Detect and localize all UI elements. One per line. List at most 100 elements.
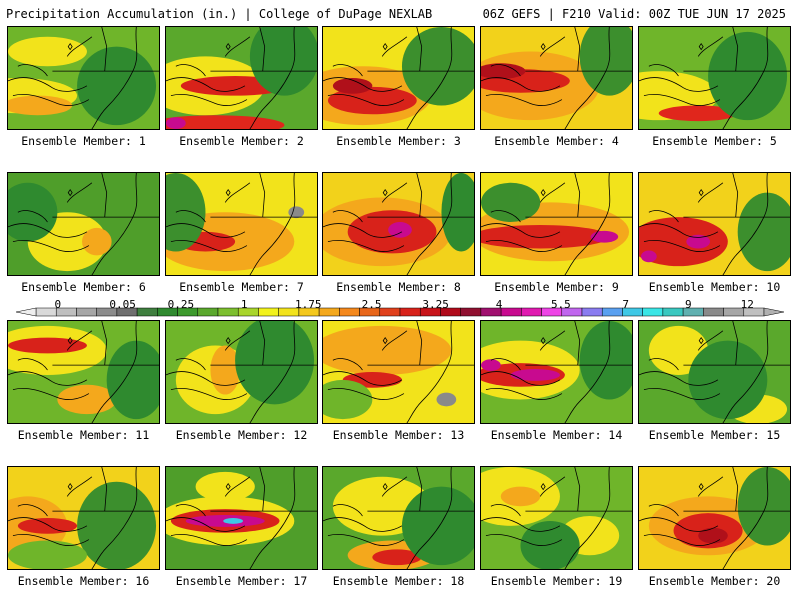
precip-contour	[327, 86, 417, 115]
colorbar-segment	[601, 307, 623, 317]
precip-contour	[106, 340, 159, 420]
map-outline	[17, 358, 48, 371]
map-outline	[101, 173, 108, 218]
map-outline	[539, 330, 566, 351]
map-outline	[732, 27, 739, 72]
colorbar-tick-label: 0	[54, 298, 62, 311]
map-outline	[490, 358, 521, 371]
precip-contour	[77, 481, 157, 569]
map-outline	[564, 321, 611, 423]
precip-map	[323, 27, 474, 129]
precip-contour	[388, 222, 412, 238]
precip-map	[639, 321, 790, 423]
map-outline	[170, 388, 248, 400]
map-outline	[732, 173, 739, 218]
precip-contour	[82, 227, 112, 256]
ensemble-member-label: Ensemble Member: 8	[336, 280, 461, 294]
map-outline	[175, 358, 206, 371]
precip-map	[166, 173, 317, 275]
ensemble-member-label: Ensemble Member: 7	[179, 280, 304, 294]
ensemble-map-panel	[638, 320, 791, 424]
map-outline	[639, 223, 719, 238]
ensemble-member-label: Ensemble Member: 20	[648, 574, 781, 588]
colorbar-segment	[76, 307, 97, 317]
map-outline	[175, 504, 206, 517]
map-outline	[66, 182, 93, 203]
precip-contour	[332, 78, 373, 94]
precip-contour	[640, 250, 657, 263]
map-outline	[327, 388, 405, 400]
colorbar-tick-label: 0.05	[109, 298, 136, 311]
precip-map	[166, 27, 317, 129]
map-outline	[170, 534, 248, 546]
map-outline	[406, 27, 453, 129]
map-outline	[722, 27, 769, 129]
colorbar-segment	[35, 307, 57, 317]
map-outline	[12, 94, 90, 106]
precip-contour	[195, 471, 255, 502]
chart-title: Precipitation Accumulation (in.) | Colle…	[6, 7, 433, 21]
precip-contour	[688, 340, 768, 420]
map-outline	[8, 517, 88, 532]
ensemble-member-label: Ensemble Member: 11	[17, 428, 150, 442]
colorbar-segment	[642, 307, 664, 317]
ensemble-member-label: Ensemble Member: 1	[21, 134, 146, 148]
precip-map	[323, 467, 474, 569]
colorbar-segment	[460, 307, 482, 317]
map-outline	[416, 321, 423, 366]
station-marker-icon	[67, 188, 73, 197]
ensemble-member-label: Ensemble Member: 15	[648, 428, 781, 442]
station-marker-icon	[382, 42, 388, 51]
map-outline	[101, 467, 108, 512]
precip-contour	[8, 540, 87, 569]
precip-map	[639, 467, 790, 569]
map-outline	[643, 388, 721, 400]
map-outline	[323, 77, 403, 92]
precip-contour	[737, 192, 790, 272]
map-outline	[722, 321, 769, 423]
ensemble-map-panel	[165, 26, 318, 130]
precip-contour	[481, 63, 526, 79]
colorbar-tick-label: 12	[740, 298, 754, 311]
map-outline	[406, 173, 453, 275]
ensemble-member-label: Ensemble Member: 17	[175, 574, 308, 588]
station-marker-icon	[382, 336, 388, 345]
ensemble-member-label: Ensemble Member: 18	[332, 574, 465, 588]
colorbar-segment	[662, 307, 684, 317]
colorbar-segment	[521, 307, 542, 317]
ensemble-map-panel	[480, 466, 633, 570]
map-outline	[332, 504, 363, 517]
colorbar-tick-label: 2.5	[361, 298, 382, 311]
precip-map	[323, 173, 474, 275]
map-outline	[166, 371, 246, 386]
precip-colorbar	[15, 307, 785, 317]
map-outline	[416, 27, 423, 72]
map-outline	[12, 534, 90, 546]
map-outline	[485, 240, 563, 252]
precip-map	[481, 467, 632, 569]
map-outline	[12, 388, 90, 400]
ensemble-map-panel	[165, 172, 318, 276]
map-outline	[381, 476, 408, 497]
map-outline	[332, 358, 363, 371]
station-marker-icon	[540, 336, 546, 345]
map-outline	[722, 173, 769, 275]
precip-contour	[8, 182, 58, 242]
model-run-info: 06Z GEFS | F210 Valid: 00Z TUE JUN 17 20…	[482, 7, 786, 21]
colorbar-left-arrow	[15, 307, 37, 317]
precip-map	[8, 173, 159, 275]
map-outline	[490, 504, 521, 517]
ensemble-member-label: Ensemble Member: 6	[21, 280, 146, 294]
ensemble-map-panel	[322, 26, 475, 130]
map-outline	[490, 210, 521, 223]
map-outline	[249, 27, 296, 129]
map-outline	[574, 27, 581, 72]
map-outline	[332, 210, 363, 223]
map-outline	[224, 36, 251, 57]
map-outline	[259, 27, 266, 72]
map-outline	[91, 173, 138, 275]
precip-map	[323, 321, 474, 423]
map-outline	[91, 27, 138, 129]
precip-contour	[249, 27, 317, 96]
colorbar-segment	[197, 307, 219, 317]
